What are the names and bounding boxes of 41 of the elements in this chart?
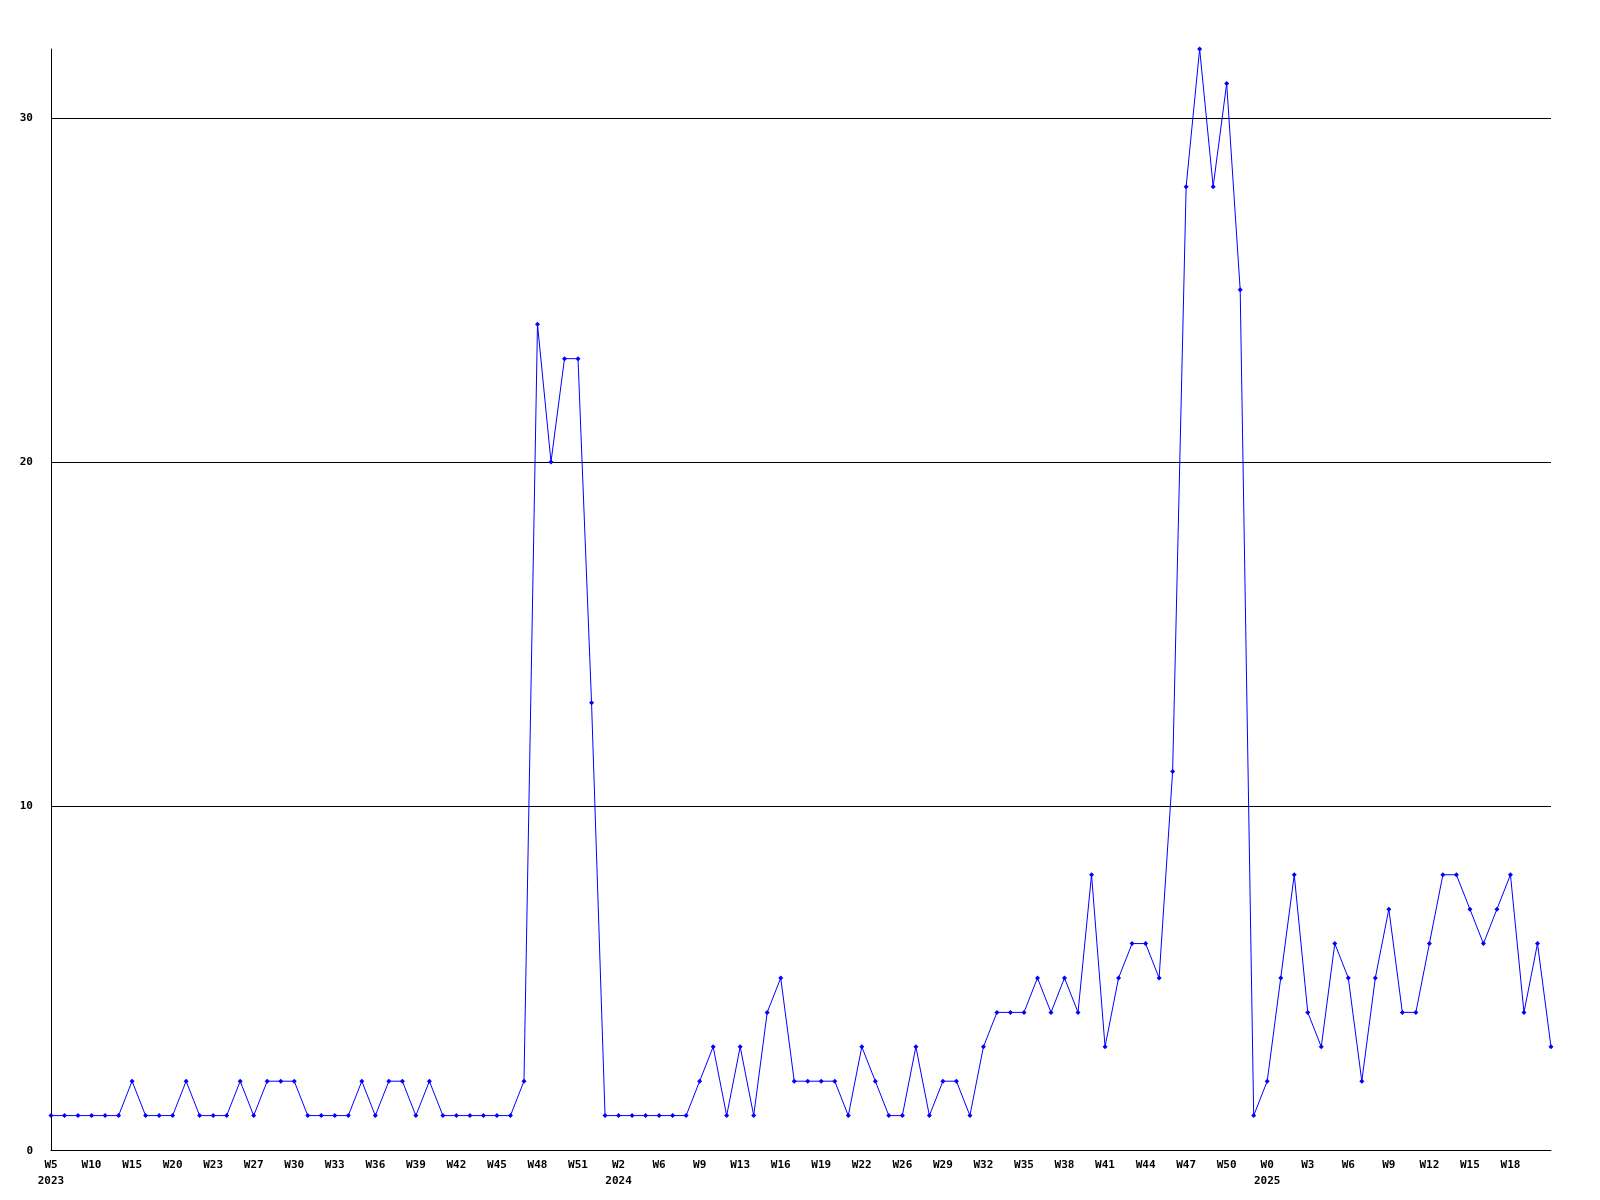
x-tick-label: W29 <box>932 1157 953 1171</box>
x-tick-label: W41 <box>1095 1157 1116 1171</box>
x-tick-label: W15 <box>1459 1157 1480 1171</box>
x-tick-label: W19 <box>811 1157 832 1171</box>
x-tick-label: W42 <box>446 1157 467 1171</box>
x-tick-label: W32 <box>973 1157 994 1171</box>
x-tick-label: W36 <box>365 1157 386 1171</box>
x-tick-label: W30 <box>284 1157 305 1171</box>
x-tick-label: W26 <box>892 1157 913 1171</box>
x-tick-label: W18 <box>1500 1157 1521 1171</box>
x-tick-label: W10 <box>81 1157 102 1171</box>
x-tick-label: W9 <box>1382 1157 1396 1171</box>
x-tick-label: W39 <box>405 1157 426 1171</box>
x-tick-label: W13 <box>730 1157 751 1171</box>
x-tick-label: W48 <box>527 1157 548 1171</box>
x-tick-label: W50 <box>1216 1157 1237 1171</box>
y-tick-label: 10 <box>19 799 33 813</box>
x-tick-label: W16 <box>770 1157 792 1171</box>
x-tick-label: W27 <box>243 1157 264 1171</box>
x-tick-label: W0 2025 <box>1253 1157 1281 1187</box>
x-tick-label: W44 <box>1135 1157 1156 1171</box>
y-tick-label: 0 <box>26 1143 33 1157</box>
x-tick-label: W47 <box>1176 1157 1197 1171</box>
x-tick-label: W2 2024 <box>605 1157 633 1187</box>
x-tick-label: W33 <box>324 1157 345 1171</box>
x-tick-label: W6 <box>652 1157 667 1171</box>
x-tick-label: W45 <box>487 1157 507 1171</box>
x-tick-label: W51 <box>568 1157 589 1171</box>
y-tick-label: 30 <box>19 111 33 125</box>
x-tick-label: W23 <box>203 1157 224 1171</box>
x-tick-label: W22 <box>851 1157 872 1171</box>
x-tick-label: W12 <box>1419 1157 1440 1171</box>
x-tick-label: W15 <box>122 1157 143 1171</box>
x-tick-label: W6 <box>1341 1157 1356 1171</box>
x-tick-label: W5 2023 <box>37 1157 65 1187</box>
x-tick-label: W3 <box>1301 1157 1315 1171</box>
x-tick-label: W35 <box>1014 1157 1034 1171</box>
x-tick-label: W20 <box>162 1157 183 1171</box>
x-tick-label: W9 <box>693 1157 707 1171</box>
y-tick-label: 20 <box>19 455 33 469</box>
x-tick-label: W38 <box>1054 1157 1075 1171</box>
